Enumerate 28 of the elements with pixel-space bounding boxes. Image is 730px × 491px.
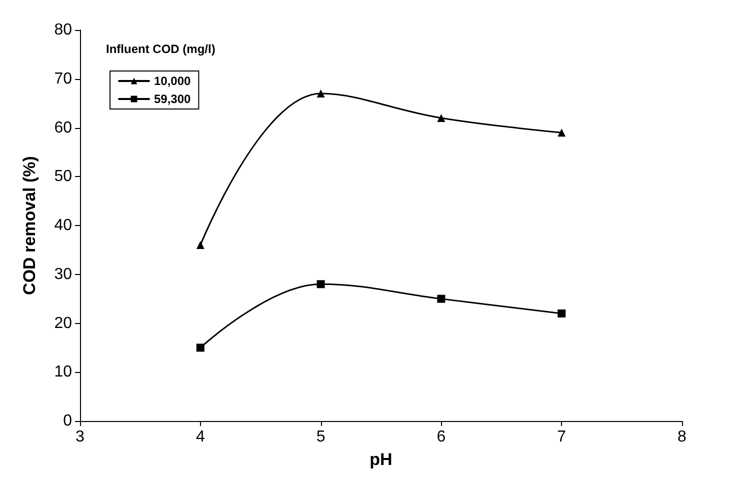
y-tick-label: 40 — [54, 217, 72, 234]
y-tick-label: 20 — [54, 314, 72, 332]
y-tick-label: 0 — [63, 412, 72, 430]
point — [437, 294, 446, 303]
y-tick-label: 60 — [54, 119, 72, 136]
y-tick-label: 80 — [54, 22, 72, 38]
point — [558, 309, 566, 318]
x-tick-label: 3 — [76, 428, 85, 446]
point — [316, 280, 325, 288]
point — [316, 90, 325, 98]
x-tick-label: 8 — [678, 428, 687, 446]
point — [558, 128, 566, 137]
y-tick-label: 10 — [54, 364, 72, 381]
x-axis-title: pH — [370, 450, 392, 469]
y-tick-label: 70 — [54, 70, 72, 88]
legend-label: 59,300 — [154, 92, 192, 106]
point — [196, 344, 204, 352]
x-tick-label: 7 — [557, 428, 566, 446]
point — [196, 241, 204, 250]
y-tick-label: 30 — [54, 266, 72, 283]
point — [437, 114, 446, 122]
x-tick-label: 4 — [196, 428, 205, 446]
x-tick-label: 5 — [316, 428, 326, 446]
x-tick-label: 6 — [436, 428, 446, 446]
legend-label: 10,000 — [154, 74, 192, 88]
legend-title: Influent COD (mg/l) — [106, 42, 216, 56]
y-tick-label: 50 — [54, 168, 72, 186]
y-axis-title: COD removal (%) — [20, 156, 39, 295]
